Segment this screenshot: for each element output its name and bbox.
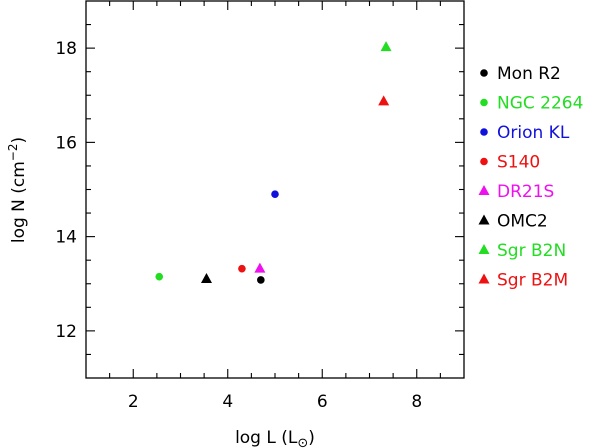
legend-label-mon-r2: Mon R2 (497, 64, 561, 84)
y-axis-label-end: ) (9, 137, 29, 144)
point-mon-r2 (257, 276, 265, 284)
legend: Mon R2 NGC 2264 Orion KL S140 DR21S OMC2 Sgr B… (478, 64, 583, 291)
legend-label-sgr-b2m: Sgr B2M (497, 271, 568, 291)
x-axis-label-sub: ⊙ (297, 436, 308, 448)
axis-ticks (86, 1, 464, 378)
x-tick-label: 2 (128, 392, 139, 412)
data-points (155, 41, 392, 284)
legend-marker-sgr-b2m (478, 273, 490, 284)
x-tick-label: 4 (222, 392, 233, 412)
plot-frame (85, 0, 465, 379)
y-tick-label: 14 (55, 228, 77, 248)
x-axis-label-main: log L (L (235, 428, 298, 448)
y-tick-label: 16 (55, 133, 77, 153)
legend-label-s140: S140 (497, 153, 540, 173)
legend-label-orion-kl: Orion KL (497, 123, 570, 143)
y-tick-label: 18 (55, 39, 77, 59)
point-sgr-b2m (378, 95, 390, 106)
axis-tick-labels: 2 4 6 8 12 14 16 18 (55, 39, 422, 412)
x-tick-label: 6 (317, 392, 328, 412)
legend-label-omc2: OMC2 (497, 212, 548, 232)
point-omc2 (200, 273, 212, 284)
point-dr21s (254, 262, 266, 273)
x-tick-label: 8 (411, 392, 422, 412)
point-sgr-b2n (380, 41, 392, 52)
x-axis-label-end: ) (308, 428, 315, 448)
legend-marker-mon-r2 (480, 69, 488, 77)
legend-marker-orion-kl (480, 128, 488, 136)
point-ngc-2264 (155, 272, 164, 281)
y-axis-label: log N (cm−2) (6, 137, 29, 243)
legend-marker-s140 (480, 157, 488, 166)
legend-label-ngc-2264: NGC 2264 (497, 94, 583, 114)
legend-marker-ngc-2264 (480, 98, 488, 107)
legend-marker-omc2 (478, 214, 490, 225)
legend-label-dr21s: DR21S (497, 182, 554, 202)
point-orion-kl (271, 190, 279, 199)
point-s140 (238, 264, 246, 273)
y-axis-label-main: log N (cm (9, 161, 29, 243)
y-tick-label: 12 (55, 322, 77, 342)
legend-label-sgr-b2n: Sgr B2N (497, 241, 566, 261)
x-axis-label: log L (L⊙) (235, 428, 315, 448)
legend-marker-dr21s (478, 185, 490, 195)
y-axis-label-sup: −2 (6, 143, 20, 161)
legend-marker-sgr-b2n (478, 244, 490, 254)
